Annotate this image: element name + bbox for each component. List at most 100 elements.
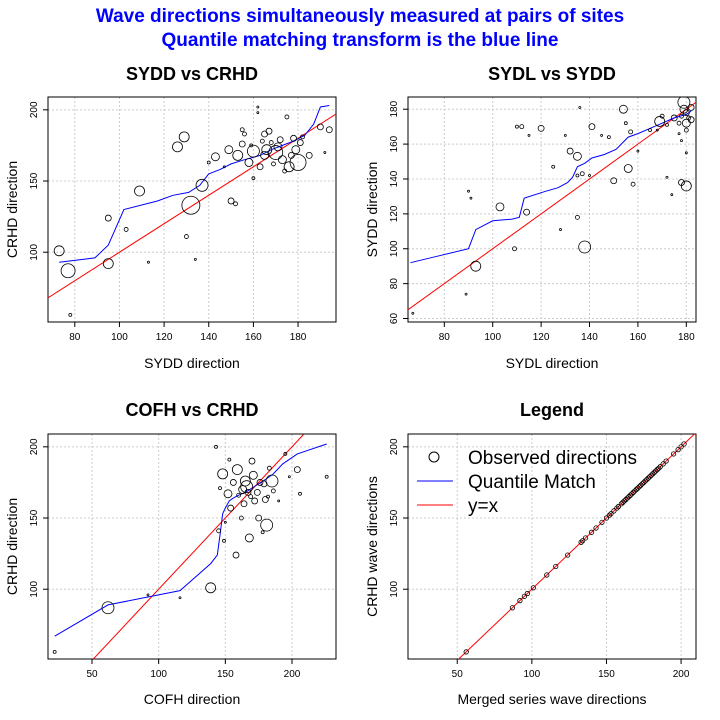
- data-point: [305, 151, 313, 159]
- x-axis-label: SYDL direction: [506, 355, 599, 371]
- data-point: [271, 161, 276, 167]
- data-point: [670, 114, 678, 122]
- data-point: [248, 457, 256, 465]
- data-point: [205, 582, 217, 594]
- x-tick-label: 120: [156, 332, 173, 343]
- data-point: [256, 163, 264, 171]
- data-point: [242, 131, 247, 137]
- x-tick-label: 150: [217, 669, 234, 680]
- y-tick-label: 200: [29, 101, 40, 118]
- data-point: [278, 155, 287, 165]
- x-tick-label: 80: [439, 332, 451, 343]
- data-point: [248, 470, 258, 480]
- data-point: [256, 479, 264, 486]
- data-point: [147, 260, 150, 264]
- data-point: [270, 488, 276, 494]
- y-tick-label: 100: [389, 240, 400, 257]
- data-point: [464, 292, 468, 296]
- diagonal-point: [651, 469, 657, 476]
- data-point: [628, 129, 634, 135]
- data-point: [630, 181, 636, 187]
- data-point: [273, 142, 283, 152]
- diagonal-point: [641, 479, 647, 486]
- data-point: [610, 177, 618, 185]
- diagonal-point: [638, 482, 644, 488]
- data-point: [684, 151, 688, 155]
- diagonal-point: [606, 512, 613, 518]
- diagonal-point: [620, 499, 626, 505]
- data-point: [256, 105, 260, 109]
- data-point: [618, 104, 628, 114]
- y-tick-label: 140: [389, 170, 400, 187]
- data-point: [229, 479, 237, 486]
- diagonal-point: [660, 461, 666, 467]
- data-point: [261, 496, 269, 503]
- quantile-line: [54, 443, 327, 637]
- diagonal-point: [621, 498, 627, 504]
- y-tick-label: 150: [389, 509, 400, 526]
- data-point: [206, 160, 211, 165]
- x-tick-label: 200: [284, 669, 301, 680]
- diagonal-point: [524, 590, 530, 597]
- diagonal-point: [639, 481, 645, 487]
- diagonal-point: [632, 488, 638, 494]
- data-point: [172, 141, 183, 153]
- data-point: [636, 149, 640, 153]
- x-tick-label: 120: [533, 332, 550, 343]
- data-point: [682, 109, 690, 117]
- data-point: [195, 178, 209, 192]
- data-point: [260, 530, 265, 535]
- data-point: [102, 258, 114, 270]
- data-point: [178, 131, 190, 143]
- data-point: [654, 116, 666, 127]
- data-point: [123, 227, 129, 232]
- data-point: [261, 144, 273, 156]
- data-point: [240, 480, 254, 494]
- diagonal-point: [633, 486, 639, 493]
- data-point: [232, 149, 244, 161]
- diagonal-point: [608, 511, 614, 517]
- data-point: [323, 151, 327, 154]
- data-point: [224, 145, 234, 155]
- data-point: [578, 240, 592, 254]
- x-tick-label: 150: [598, 669, 615, 680]
- data-point: [268, 140, 274, 145]
- data-point: [261, 130, 268, 138]
- diagonal-point: [578, 539, 584, 545]
- data-point: [324, 474, 329, 479]
- y-tick-label: 100: [29, 243, 40, 260]
- data-point: [665, 175, 669, 179]
- diagonal-point: [553, 563, 559, 570]
- legend-entry-label: y=x: [468, 496, 499, 517]
- data-point: [277, 499, 281, 503]
- data-point: [193, 257, 197, 261]
- panel-1: SYDL vs SYDD 80 100 120 140 160 180 60 80 100 120 1…: [364, 64, 697, 371]
- diagonal-point: [463, 649, 469, 655]
- data-point: [677, 132, 681, 136]
- x-tick-label: 200: [673, 669, 690, 680]
- diagonal-point: [627, 492, 633, 498]
- panel-title: SYDD vs CRHD: [126, 64, 258, 84]
- x-axis-label: Merged series wave directions: [457, 691, 646, 707]
- diagonal-point: [624, 495, 630, 501]
- data-point: [178, 596, 182, 600]
- data-point: [470, 260, 482, 272]
- data-point: [251, 497, 259, 505]
- data-point: [259, 138, 265, 144]
- panel-title: SYDL vs SYDD: [488, 64, 616, 84]
- x-tick-label: 50: [86, 669, 98, 680]
- plot-area: [458, 434, 696, 659]
- legend: Observed directions Quantile Match y=x: [417, 448, 637, 517]
- data-point: [223, 520, 227, 524]
- data-point: [253, 488, 261, 496]
- y-tick-label: 80: [389, 278, 400, 290]
- y-tick-label: 200: [389, 438, 400, 455]
- y-tick-label: 180: [389, 100, 400, 117]
- data-point: [218, 486, 222, 491]
- data-point: [246, 144, 260, 158]
- data-point: [600, 133, 604, 137]
- x-tick-label: 160: [630, 332, 647, 343]
- data-point: [211, 152, 220, 162]
- x-tick-label: 100: [150, 669, 167, 680]
